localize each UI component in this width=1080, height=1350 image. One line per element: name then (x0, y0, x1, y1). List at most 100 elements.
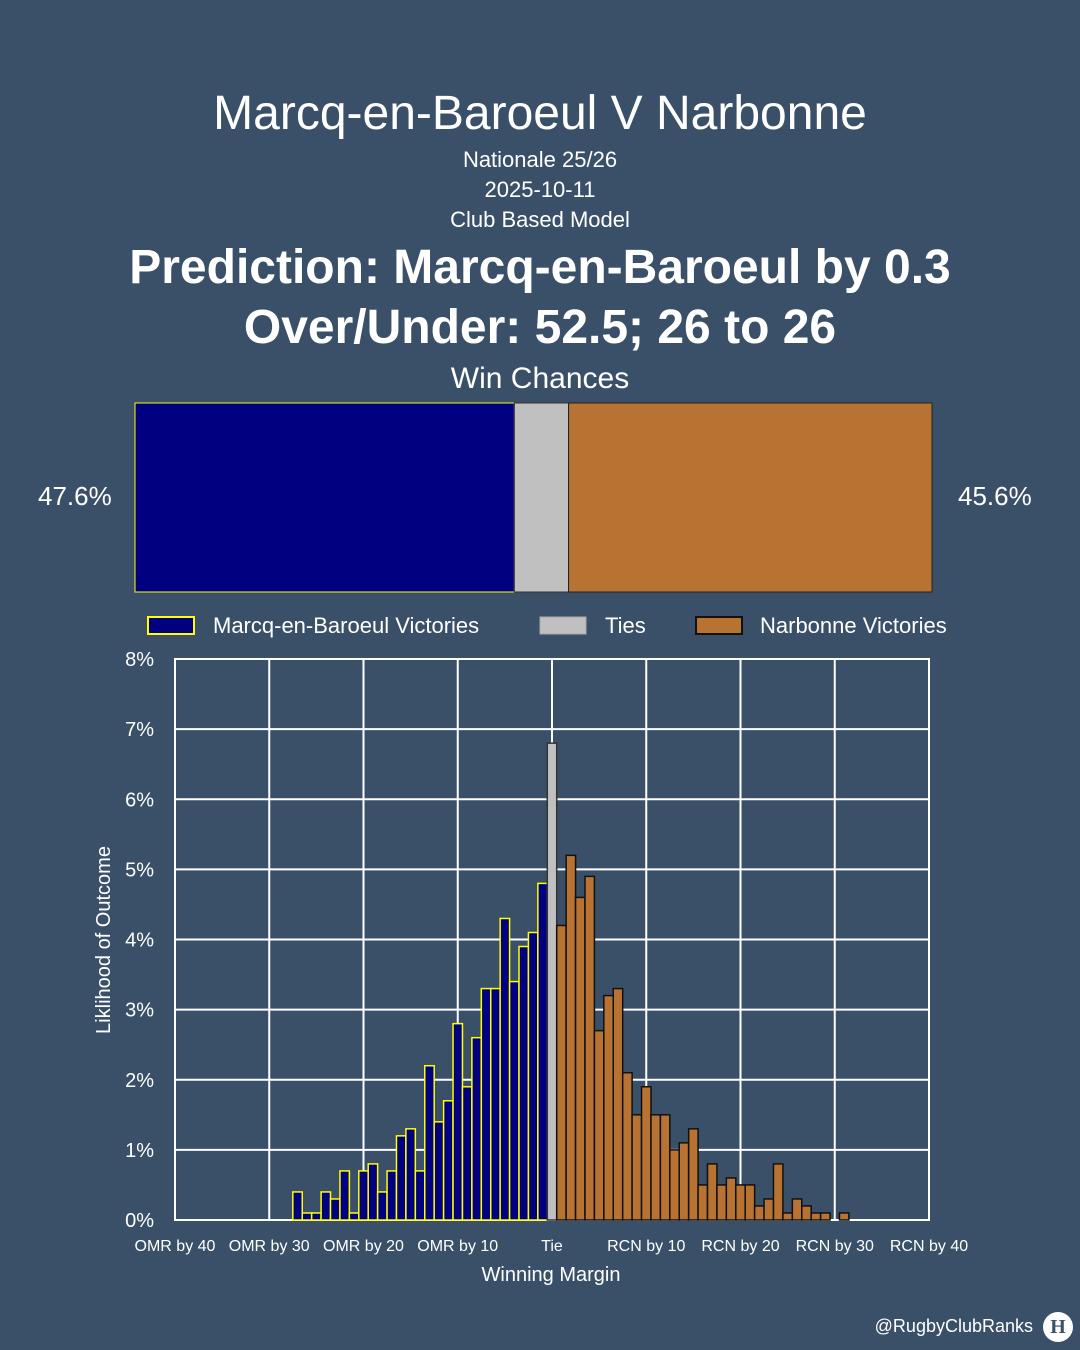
bar-away (678, 1142, 690, 1221)
bar-away (697, 1184, 709, 1221)
bar-away (555, 924, 567, 1221)
bar-away (706, 1163, 718, 1221)
win-chances-title: Win Chances (450, 362, 630, 395)
bar-home (414, 1170, 426, 1221)
bar-away (593, 1029, 605, 1221)
bar-home (527, 931, 539, 1221)
y-tick-label: 1% (125, 1140, 154, 1162)
y-tick-label: 4% (125, 930, 154, 952)
bar-home (386, 1170, 398, 1221)
model-label: Club Based Model (450, 207, 630, 232)
bar-home (537, 882, 549, 1221)
bar-home (367, 1163, 379, 1221)
y-tick-label: 6% (125, 789, 154, 811)
bar-away (744, 1184, 756, 1221)
bar-home (292, 1191, 303, 1221)
bar-home (499, 917, 511, 1221)
bar-away (687, 1128, 699, 1221)
prediction-text: Prediction: Marcq-en-Baroeul by 0.3 (129, 241, 951, 294)
histogram-plot: 0% 1% 2% 3% 4% 5% 6% 7% 8% OMR by 40 OMR by 30 OMR … (125, 649, 968, 1255)
league-label: Nationale 25/26 (462, 147, 618, 172)
x-axis-label: Winning Margin (482, 1264, 621, 1286)
bar-away (772, 1163, 784, 1221)
bar-home (405, 1128, 417, 1221)
bar-away (791, 1198, 803, 1221)
bar-away (574, 896, 586, 1221)
win-chances-bar (134, 402, 933, 593)
legend-label-away: Narbonne Victories (760, 613, 947, 638)
bar-away (753, 1205, 765, 1221)
bar-away (716, 1184, 728, 1221)
bar-away (640, 1086, 652, 1221)
bar-home (329, 1198, 341, 1221)
bar-tie (546, 742, 558, 1221)
bar-away (650, 1114, 662, 1221)
x-tick-label: OMR by 20 (323, 1238, 404, 1255)
bar-away (565, 854, 577, 1221)
bar-home (424, 1064, 435, 1221)
bar-home (348, 1212, 360, 1221)
legend: Marcq-en-Baroeul Victories Ties Narbonne… (147, 613, 947, 638)
bar-home (508, 980, 520, 1221)
over-under-text: Over/Under: 52.5; 26 to 26 (243, 301, 837, 354)
bar-home (358, 1170, 369, 1221)
credit-handle: @RugbyClubRanks (874, 1316, 1033, 1336)
bar-away (631, 1114, 643, 1221)
bar-away (584, 875, 596, 1221)
bar-home (395, 1135, 407, 1221)
bar-home (310, 1212, 322, 1221)
x-tick-label: OMR by 30 (229, 1238, 310, 1255)
x-tick-label: OMR by 10 (417, 1238, 498, 1255)
bar-away (782, 1212, 794, 1221)
legend-swatch-home (147, 616, 195, 635)
x-tick-label: Tie (541, 1238, 563, 1255)
bar-home (442, 1100, 454, 1221)
y-axis-label: Liklihood of Outcome (93, 846, 115, 1034)
win-bar-tie (513, 402, 570, 593)
legend-swatch-tie (539, 616, 587, 635)
x-tick-label: RCN by 20 (701, 1238, 779, 1255)
legend-swatch-away (695, 616, 743, 635)
bar-home (518, 945, 530, 1221)
x-tick-label: RCN by 30 (796, 1238, 874, 1255)
bar-home (461, 1086, 473, 1221)
win-bar-home (134, 402, 515, 593)
bar-home (452, 1022, 464, 1221)
bar-home (471, 1036, 483, 1221)
match-date: 2025-10-11 (484, 177, 596, 202)
legend-label-home: Marcq-en-Baroeul Victories (213, 613, 479, 638)
x-tick-label: RCN by 40 (890, 1238, 968, 1255)
bar-away (725, 1177, 737, 1221)
bar-away (735, 1184, 746, 1221)
away-win-pct: 45.6% (958, 481, 1032, 511)
chart-title: Marcq-en-Baroeul V Narbonne (213, 87, 867, 140)
bar-away (603, 994, 615, 1221)
bar-away (621, 1071, 633, 1221)
home-win-pct: 47.6% (38, 481, 112, 511)
y-tick-label: 8% (125, 649, 154, 671)
bar-away (659, 1114, 671, 1221)
bar-home (489, 987, 501, 1221)
bar-away (801, 1205, 812, 1221)
x-tick-label: RCN by 10 (607, 1238, 685, 1255)
bar-away (838, 1212, 850, 1221)
y-tick-label: 7% (125, 719, 154, 741)
x-tick-label: OMR by 40 (135, 1238, 216, 1255)
bar-away (819, 1212, 831, 1221)
legend-label-tie: Ties (605, 613, 646, 638)
rugby-posts-logo-icon: H (1043, 1312, 1073, 1342)
y-tick-label: 2% (125, 1070, 154, 1092)
bar-home (301, 1212, 313, 1221)
bar-home (320, 1191, 332, 1221)
y-tick-label: 5% (125, 859, 154, 881)
bar-away (612, 987, 624, 1221)
bar-home (339, 1170, 351, 1221)
bar-home (480, 987, 492, 1221)
bar-home (433, 1121, 445, 1221)
bar-away (763, 1198, 775, 1221)
bar-away (669, 1149, 680, 1221)
bar-away (810, 1212, 822, 1221)
y-tick-label: 3% (125, 1000, 154, 1022)
bar-home (376, 1191, 388, 1221)
